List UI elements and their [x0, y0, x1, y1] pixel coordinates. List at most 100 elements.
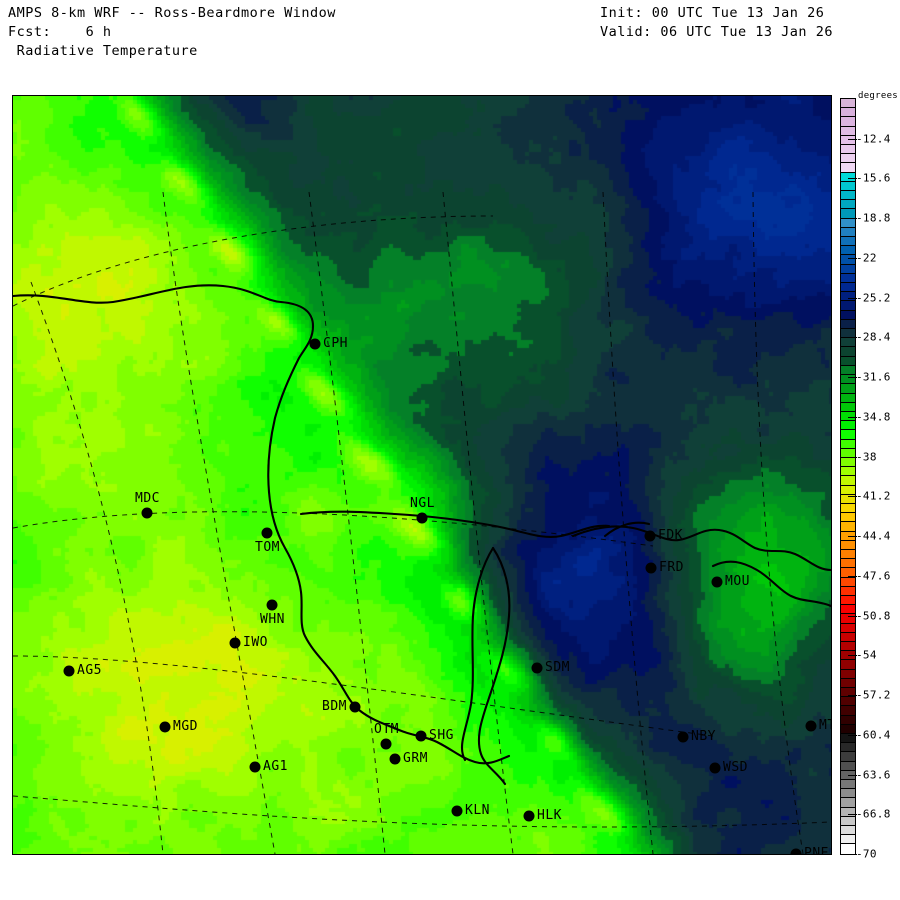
colorbar-tick-mark — [848, 257, 857, 259]
colorbar-tick-mark — [848, 774, 857, 776]
station-dot-icon — [389, 753, 401, 765]
colorbar-swatch — [841, 697, 855, 707]
graticule-line — [13, 795, 831, 828]
colorbar-tick-label: -60.4 — [856, 728, 891, 742]
colorbar-tick-mark — [848, 814, 857, 816]
colorbar-swatch — [841, 117, 855, 127]
colorbar-tick-label: -54 — [856, 648, 877, 662]
colorbar-swatch — [841, 743, 855, 753]
colorbar-tick-label: -15.6 — [856, 171, 891, 185]
colorbar-swatch — [841, 467, 855, 477]
colorbar-swatch — [841, 734, 855, 744]
coastline — [711, 560, 831, 608]
graticule-line — [308, 191, 386, 854]
colorbar-tick-label: -31.6 — [856, 370, 891, 384]
colorbar-swatch — [841, 844, 855, 854]
colorbar-swatch — [841, 614, 855, 624]
colorbar-swatch — [841, 513, 855, 523]
station-dot-icon — [645, 562, 657, 574]
colorbar-units-label: degrees C — [858, 91, 900, 101]
colorbar-swatch — [841, 237, 855, 247]
colorbar-swatch — [841, 780, 855, 790]
map-vector-overlay — [13, 191, 831, 854]
colorbar-swatch — [841, 347, 855, 357]
colorbar-swatch — [841, 457, 855, 468]
field-name: Radiative Temperature — [8, 43, 198, 59]
colorbar-swatch — [841, 503, 855, 514]
coastline — [603, 521, 651, 538]
colorbar-swatch — [841, 559, 855, 569]
colorbar-swatch — [841, 209, 855, 219]
colorbar-swatch — [841, 264, 855, 274]
colorbar-tick-mark — [848, 734, 857, 736]
colorbar-swatch — [841, 476, 855, 486]
station-dot-icon — [159, 721, 171, 733]
colorbar-swatch — [841, 688, 855, 698]
station-dot-icon — [805, 720, 817, 732]
colorbar-swatch — [841, 826, 855, 836]
colorbar-swatch — [841, 660, 855, 670]
station-label: GRM — [403, 751, 428, 766]
station-label: MOU — [725, 574, 750, 589]
colorbar-tick-label: -70 — [856, 847, 877, 861]
colorbar-swatch — [841, 568, 855, 578]
colorbar[interactable] — [840, 98, 856, 855]
station-dot-icon — [451, 805, 463, 817]
colorbar-swatch — [841, 752, 855, 762]
station-dot-icon — [644, 530, 656, 542]
colorbar-swatch — [841, 540, 855, 550]
colorbar-swatch — [841, 292, 855, 302]
colorbar-tick-mark — [848, 297, 857, 299]
colorbar-tick-mark — [848, 695, 857, 697]
station-dot-icon — [531, 662, 543, 674]
coastline-paths — [13, 284, 831, 786]
colorbar-tick-label: -47.6 — [856, 569, 891, 583]
init-time: Init: 00 UTC Tue 13 Jan 26 — [600, 5, 825, 21]
colorbar-tick-label: -57.2 — [856, 688, 891, 702]
station-dot-icon — [523, 810, 535, 822]
colorbar-tick-mark — [848, 178, 857, 180]
header-right: Init: 00 UTC Tue 13 Jan 26 Valid: 06 UTC… — [600, 4, 833, 42]
station-label: AG5 — [77, 663, 102, 678]
station-label: TOM — [255, 540, 280, 555]
colorbar-swatch — [841, 365, 855, 376]
colorbar-tick-label: -18.8 — [856, 211, 891, 225]
colorbar-tick-label: -44.4 — [856, 529, 891, 543]
colorbar-swatch — [841, 430, 855, 440]
station-label: FRD — [659, 560, 684, 575]
colorbar-tick-mark — [848, 337, 857, 339]
colorbar-swatch — [841, 163, 855, 173]
graticule-line — [30, 281, 164, 854]
colorbar-tick-mark — [848, 854, 857, 855]
station-label: MGD — [173, 719, 198, 734]
colorbar-tick-label: -66.8 — [856, 807, 891, 821]
station-label: AG1 — [263, 759, 288, 774]
map-panel[interactable]: CPHNGLMDCTOMWHNIWOAG5MGDAG1AG4BDMOTMGRMS… — [12, 95, 832, 855]
station-label: NBY — [691, 729, 716, 744]
colorbar-swatch — [841, 273, 855, 284]
coastline — [571, 525, 831, 572]
station-dot-icon — [349, 701, 361, 713]
station-label: SDM — [545, 660, 570, 675]
colorbar-swatch — [841, 255, 855, 265]
station-dot-icon — [229, 637, 241, 649]
colorbar-swatch — [841, 807, 855, 817]
colorbar-swatch — [841, 393, 855, 403]
station-label: PNE — [804, 846, 829, 855]
colorbar-swatch — [841, 816, 855, 827]
colorbar-swatch — [841, 375, 855, 385]
colorbar-tick-mark — [848, 456, 857, 458]
station-label: OTM — [374, 722, 399, 737]
colorbar-swatch — [841, 154, 855, 164]
colorbar-swatch — [841, 577, 855, 587]
station-label: MDC — [135, 491, 160, 506]
coastline — [13, 284, 511, 765]
colorbar-tick-label: -50.8 — [856, 609, 891, 623]
graticule-line — [162, 191, 276, 854]
colorbar-swatch — [841, 678, 855, 688]
colorbar-swatch — [841, 246, 855, 256]
colorbar-tick-label: -63.6 — [856, 768, 891, 782]
graticule-gridlines — [13, 191, 831, 854]
colorbar-swatch — [841, 181, 855, 192]
colorbar-tick-label: -28.4 — [856, 330, 891, 344]
